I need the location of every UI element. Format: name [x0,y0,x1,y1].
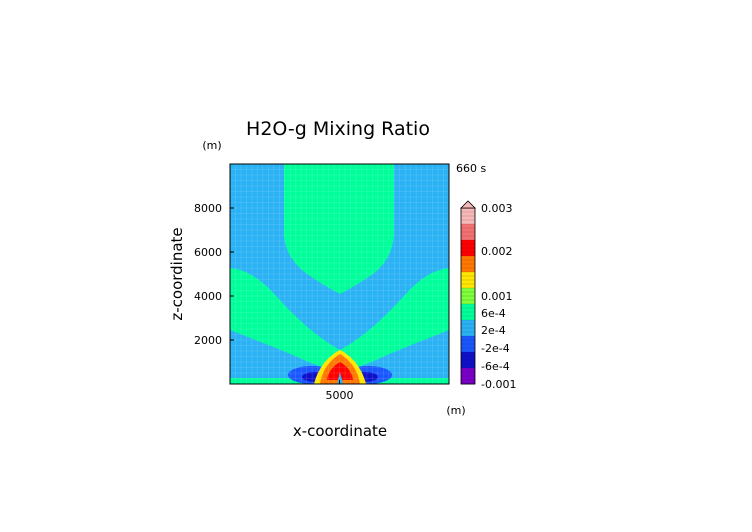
y-tick-label: 8000 [194,202,222,215]
colorbar-label: 0.001 [481,290,513,303]
y-tick-label: 4000 [194,290,222,303]
y-tick-label: 2000 [194,334,222,347]
x-unit: (m) [446,404,465,417]
colorbar-swatch [461,224,475,241]
colorbar-label: -6e-4 [481,360,510,373]
colorbar-swatch [461,368,475,385]
colorbar-swatch [461,352,475,369]
x-axis-title: x-coordinate [293,422,387,440]
colorbar-label: -0.001 [481,378,516,391]
colorbar-swatch [461,288,475,305]
contour-core-stem [337,372,343,384]
colorbar-label: -2e-4 [481,342,510,355]
x-tick-label: 5000 [326,389,354,402]
colorbar-label: 2e-4 [481,324,506,337]
colorbar: 0.003 0.002 0.001 6e-4 2e-4 -2e-4 -6e-4 -0.001 [460,200,516,391]
colorbar-swatch [461,304,475,321]
y-axis-title: z-coordinate [168,227,186,320]
y-axis: 2000 4000 6000 8000 [194,202,234,347]
colorbar-swatch [461,208,475,225]
x-axis: 5000 [326,380,354,402]
contour-core-inner [327,362,353,380]
contour-field [230,164,449,384]
colorbar-label: 0.003 [481,202,513,215]
y-unit: (m) [202,139,221,152]
colorbar-swatch [461,256,475,273]
colorbar-swatch [461,240,475,257]
colorbar-swatch [461,272,475,289]
time-label: 660 s [456,162,486,175]
y-tick-label: 6000 [194,246,222,259]
colorbar-overflow-arrow [460,200,476,209]
contour-plume-lower [230,268,449,372]
plot-grid [230,164,449,384]
chart-title: H2O-g Mixing Ratio [246,118,430,140]
colorbar-label: 0.002 [481,245,513,258]
contour-plume-upper [284,164,394,294]
colorbar-swatch [461,336,475,353]
colorbar-label: 6e-4 [481,307,506,320]
colorbar-swatch [461,320,475,337]
